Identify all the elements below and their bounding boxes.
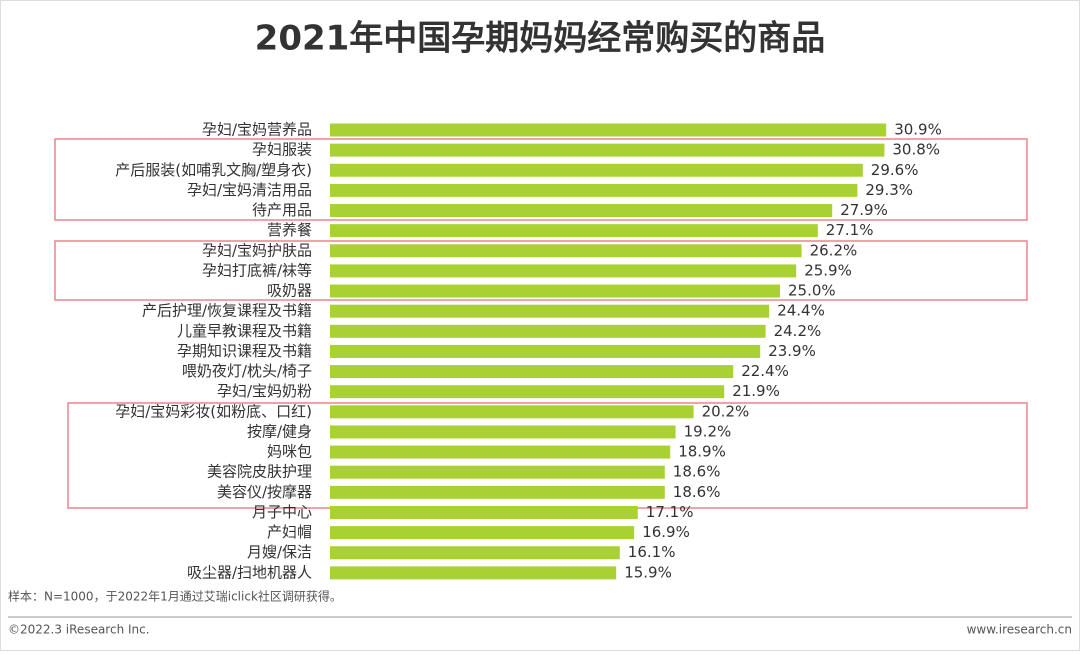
bar bbox=[330, 163, 863, 177]
bar bbox=[330, 284, 780, 298]
category-label: 产后服装(如哺乳文胸/塑身衣) bbox=[115, 161, 312, 179]
value-label: 27.1% bbox=[826, 221, 874, 239]
bar bbox=[330, 445, 671, 459]
category-label: 孕妇/宝妈营养品 bbox=[202, 121, 312, 139]
value-label: 24.4% bbox=[777, 302, 825, 320]
bar bbox=[330, 183, 858, 197]
highlight-box bbox=[54, 138, 1028, 221]
category-label: 月嫂/保洁 bbox=[247, 543, 312, 561]
value-label: 16.1% bbox=[628, 543, 676, 561]
category-label: 吸奶器 bbox=[267, 282, 312, 300]
bar bbox=[330, 204, 833, 218]
bar bbox=[330, 143, 885, 157]
category-label: 孕妇/宝妈清洁用品 bbox=[187, 181, 312, 199]
bar bbox=[330, 304, 770, 318]
category-label: 美容院皮肤护理 bbox=[207, 463, 312, 481]
category-label: 儿童早教课程及书籍 bbox=[177, 322, 312, 340]
value-label: 15.9% bbox=[624, 563, 672, 581]
category-label: 孕妇/宝妈护肤品 bbox=[202, 241, 312, 259]
value-label: 21.9% bbox=[732, 382, 780, 400]
bar bbox=[330, 224, 818, 238]
category-label: 按摩/健身 bbox=[247, 422, 312, 440]
website: www.iresearch.cn bbox=[967, 623, 1072, 637]
value-label: 22.4% bbox=[741, 362, 789, 380]
value-label: 19.2% bbox=[684, 422, 732, 440]
bar bbox=[330, 344, 761, 358]
highlight-box bbox=[54, 240, 1028, 301]
value-label: 23.9% bbox=[768, 342, 816, 360]
bar bbox=[330, 385, 725, 399]
value-label: 29.6% bbox=[871, 161, 919, 179]
value-label: 18.6% bbox=[673, 463, 721, 481]
category-label: 吸尘器/扫地机器人 bbox=[187, 563, 312, 581]
value-label: 27.9% bbox=[840, 201, 888, 219]
category-label: 孕妇/宝妈彩妆(如粉底、口红) bbox=[115, 402, 312, 420]
value-label: 16.9% bbox=[642, 523, 690, 541]
chart-title: 2021年中国孕期妈妈经常购买的商品 bbox=[255, 19, 826, 59]
category-label: 美容仪/按摩器 bbox=[217, 483, 312, 501]
bar bbox=[330, 546, 620, 560]
category-label: 孕妇/宝妈奶粉 bbox=[217, 382, 312, 400]
value-label: 20.2% bbox=[702, 402, 750, 420]
bar bbox=[330, 505, 638, 519]
category-label: 喂奶夜灯/枕头/椅子 bbox=[182, 362, 312, 380]
category-label: 孕期知识课程及书籍 bbox=[177, 342, 312, 360]
bar bbox=[330, 244, 802, 258]
category-label: 待产用品 bbox=[252, 201, 312, 219]
bar bbox=[330, 485, 665, 499]
value-label: 30.8% bbox=[892, 141, 940, 159]
value-label: 17.1% bbox=[646, 503, 694, 521]
value-label: 30.9% bbox=[894, 121, 942, 139]
note: 样本：N=1000，于2022年1月通过艾瑞iclick社区调研获得。 bbox=[8, 589, 342, 604]
bar bbox=[330, 465, 665, 479]
category-label: 产后护理/恢复课程及书籍 bbox=[142, 302, 312, 320]
category-label: 孕妇打底裤/袜等 bbox=[202, 261, 312, 279]
value-label: 18.9% bbox=[678, 443, 726, 461]
category-label: 妈咪包 bbox=[267, 443, 312, 461]
bar bbox=[330, 526, 635, 540]
category-label: 产妇帽 bbox=[267, 523, 312, 541]
bar bbox=[330, 405, 694, 419]
bar bbox=[330, 425, 676, 439]
value-label: 25.9% bbox=[804, 261, 852, 279]
copyright: ©2022.3 iResearch Inc. bbox=[8, 623, 150, 637]
bar bbox=[330, 123, 887, 137]
bar bbox=[330, 324, 766, 338]
bar bbox=[330, 365, 734, 379]
value-label: 29.3% bbox=[865, 181, 913, 199]
category-label: 营养餐 bbox=[267, 221, 312, 239]
category-label: 月子中心 bbox=[252, 503, 312, 521]
bar bbox=[330, 264, 797, 278]
category-label: 孕妇服装 bbox=[252, 141, 312, 159]
bar bbox=[330, 566, 617, 580]
value-label: 26.2% bbox=[810, 241, 858, 259]
value-label: 25.0% bbox=[788, 282, 836, 300]
value-label: 18.6% bbox=[673, 483, 721, 501]
value-label: 24.2% bbox=[774, 322, 822, 340]
